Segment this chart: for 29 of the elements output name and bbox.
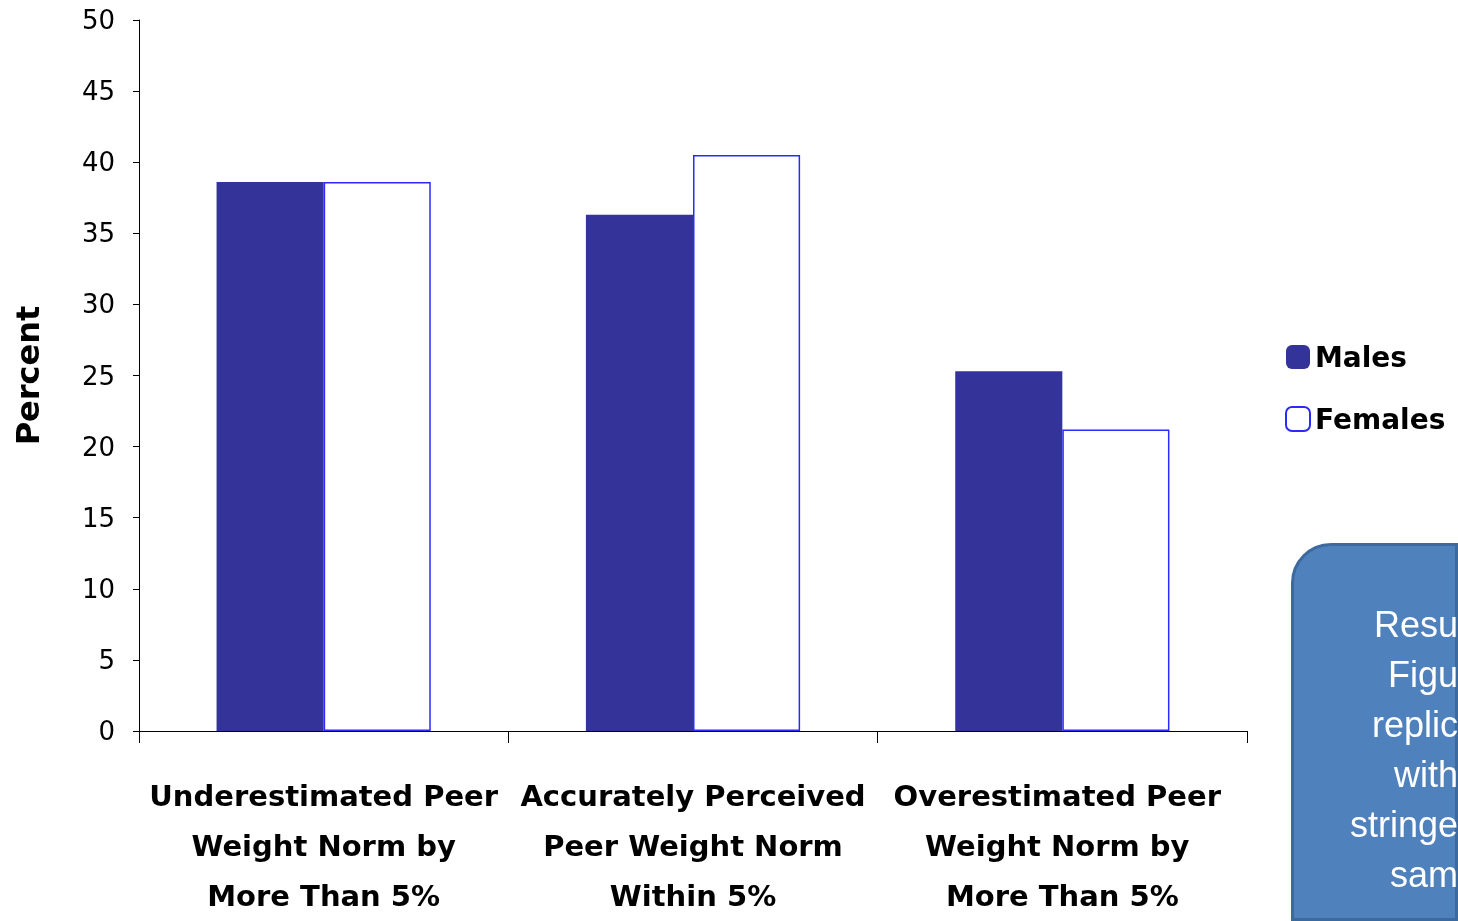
y-tick-label: 0 [98, 716, 115, 746]
text: Resu [1372, 603, 1458, 647]
y-tick-label: 20 [81, 431, 115, 462]
bar [693, 155, 801, 731]
text: replic [1370, 703, 1458, 747]
bar [216, 182, 324, 731]
text: sam [1389, 853, 1458, 897]
legend-label: Males [1315, 340, 1408, 374]
legend-label: Females [1315, 402, 1446, 436]
bar [955, 371, 1063, 731]
bar [1062, 429, 1170, 731]
y-tick-label: 35 [81, 218, 115, 249]
x-tick-label: Underestimated Peer Weight Norm by More Than 5% [149, 779, 499, 913]
y-tick-label: 45 [81, 76, 115, 107]
text: with [1392, 753, 1458, 797]
y-tick-label: 5 [98, 644, 115, 675]
y-tick-label: 30 [81, 289, 115, 320]
text: Figu [1386, 653, 1458, 697]
x-tick-label: Accurately Perceived Peer Weight Norm Within 5% [520, 779, 866, 913]
bar [323, 182, 431, 731]
y-axis-title: Percent [9, 305, 47, 446]
text: stringe [1348, 803, 1458, 847]
y-tick-label: 50 [81, 5, 115, 35]
y-tick-label: 25 [81, 360, 115, 391]
y-tick-label: 15 [81, 502, 115, 533]
bar [585, 214, 693, 731]
y-tick-label: 10 [81, 573, 115, 604]
x-tick-label: Overestimated Peer Weight Norm by More Than 5% [893, 779, 1232, 913]
y-tick-label: 40 [81, 147, 115, 178]
